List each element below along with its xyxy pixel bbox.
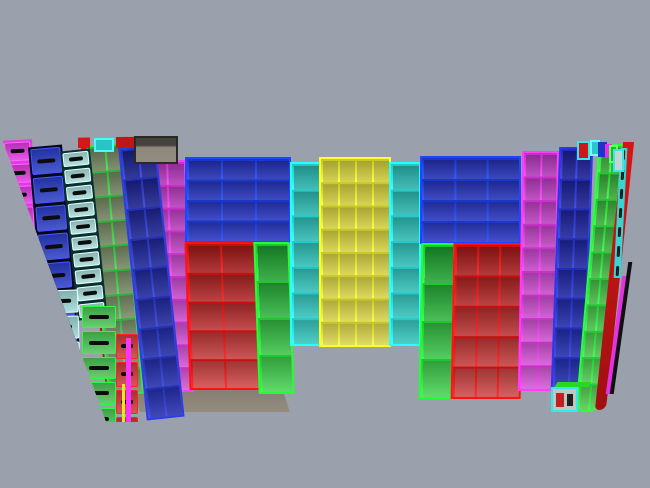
tab-bottom-right-red-mark[interactable]	[556, 393, 564, 407]
plate-band-cyan-labeled-chip[interactable]	[74, 268, 102, 285]
plate-label-mark	[54, 350, 74, 356]
plate-column-green-lower-chip[interactable]	[82, 356, 116, 380]
tab-red-top-right[interactable]	[577, 141, 590, 160]
stripe-magenta-lower-left[interactable]	[126, 338, 131, 422]
tab-blue-top-right[interactable]	[598, 142, 607, 157]
panel-column-cyan-right[interactable]	[389, 162, 421, 346]
plate-band-blue-labeled-chip[interactable]	[40, 261, 73, 290]
plate-label-mark	[15, 257, 31, 263]
plate-band-cyan-labeled-chip[interactable]	[67, 201, 95, 218]
plate-band-magenta-wedge-chip[interactable]	[4, 141, 32, 162]
plate-label-mark	[89, 391, 109, 396]
plate-label-mark	[78, 257, 95, 263]
plate-band-cyan-labeled-chip[interactable]	[64, 167, 92, 184]
plate-band-blue-labeled-chip[interactable]	[47, 347, 80, 376]
plate-column-cyan-lower-chip[interactable]	[47, 341, 81, 365]
plate-label-mark	[53, 324, 73, 330]
panel-section-blue-right[interactable]	[420, 156, 521, 244]
strip-cyan-dotted-right-chip[interactable]	[615, 265, 620, 276]
panel-section-red-left[interactable]	[184, 242, 261, 390]
plate-column-cyan-lower-chip[interactable]	[45, 289, 79, 314]
panel-column-green-right[interactable]	[418, 243, 456, 399]
plate-band-blue-labeled-chip[interactable]	[37, 232, 70, 261]
panel-section-blue-left[interactable]	[185, 157, 291, 243]
plate-label-mark	[68, 156, 84, 162]
plate-label-mark	[73, 206, 89, 213]
plate-label-mark	[89, 315, 109, 320]
plate-band-blue-labeled-chip[interactable]	[30, 146, 63, 175]
panel-column-green-left[interactable]	[253, 242, 295, 394]
plate-label-mark	[89, 416, 109, 421]
plate-column-cyan-lower-chip[interactable]	[49, 392, 83, 417]
plate-label-mark	[12, 192, 28, 198]
plate-column-green-lower-chip[interactable]	[82, 382, 116, 405]
plate-label-mark	[121, 428, 133, 432]
plate-label-mark	[77, 240, 93, 246]
plate-band-magenta-wedge-chip[interactable]	[5, 163, 33, 184]
plate-column-green-lower-chip[interactable]	[82, 331, 116, 354]
tab-bottom-right-dark-mark	[567, 394, 573, 406]
plate-band-cyan-labeled-chip[interactable]	[71, 234, 99, 252]
plate-label-mark	[14, 236, 30, 241]
plate-band-blue-labeled-chip[interactable]	[32, 175, 65, 204]
chip-cyan-top-left[interactable]	[94, 138, 114, 152]
tab-bottom-right[interactable]	[551, 387, 578, 412]
plate-band-blue-labeled-chip[interactable]	[35, 204, 68, 233]
plate-label-mark	[80, 273, 96, 280]
plate-label-mark	[47, 272, 66, 279]
strip-cyan-dotted-right-chip[interactable]	[619, 188, 624, 199]
tab-magenta-top-right[interactable]	[605, 144, 612, 158]
plate-column-cyan-lower-chip[interactable]	[46, 315, 80, 340]
panel-column-cyan-left[interactable]	[290, 162, 321, 346]
stripe-yellow-lower-left[interactable]	[122, 384, 125, 422]
plate-label-mark	[52, 330, 71, 336]
plate-band-cyan-labeled-chip[interactable]	[72, 251, 101, 269]
plate-label-mark	[82, 290, 98, 297]
plate-label-mark	[56, 402, 76, 407]
panel-section-red-right[interactable]	[450, 243, 524, 399]
panel-column-yellow-center[interactable]	[319, 157, 391, 347]
plate-label-mark	[71, 189, 88, 196]
strip-cyan-dotted-right-chip[interactable]	[617, 227, 622, 238]
plate-label-mark	[52, 299, 72, 304]
plate-column-green-lower-chip[interactable]	[82, 407, 116, 422]
plate-label-mark	[75, 223, 91, 229]
plate-band-cyan-labeled-chip[interactable]	[62, 150, 90, 168]
plate-band-magenta-wedge-chip[interactable]	[9, 250, 37, 271]
plate-label-mark	[42, 215, 61, 221]
plate-band-cyan-labeled-chip[interactable]	[65, 184, 94, 201]
plate-label-mark	[55, 358, 73, 365]
hull-left-cluster[interactable]	[2, 136, 188, 422]
plate-band-blue-labeled-chip[interactable]	[50, 376, 83, 405]
plate-label-mark	[70, 172, 86, 179]
plate-column-green-lower[interactable]	[80, 304, 118, 422]
plate-column-green-lower-chip[interactable]	[82, 306, 116, 329]
plate-band-cyan-labeled-chip[interactable]	[76, 285, 104, 302]
plate-label-mark	[39, 186, 58, 193]
plate-band-magenta-wedge-chip[interactable]	[7, 206, 35, 227]
plate-label-mark	[13, 214, 29, 220]
plate-label-mark	[11, 170, 27, 176]
strip-cyan-dotted-right-chip[interactable]	[618, 207, 623, 219]
plate-unpainted-gray-box[interactable]	[134, 136, 178, 164]
plate-band-cyan-labeled-chip[interactable]	[69, 217, 97, 235]
plate-band-magenta-wedge-chip[interactable]	[8, 228, 36, 249]
plate-label-mark	[10, 149, 26, 154]
plate-label-mark	[89, 366, 109, 371]
chip-red-top-left-a[interactable]	[78, 136, 90, 148]
plate-label-mark	[37, 158, 56, 164]
chip-red-top-left-b[interactable]	[116, 136, 134, 148]
plate-band-magenta-wedge-chip[interactable]	[6, 184, 34, 206]
plate-label-mark	[44, 244, 63, 250]
plate-label-mark	[55, 376, 75, 382]
plate-column-cyan-lower-chip[interactable]	[48, 366, 82, 391]
plate-label-mark	[57, 387, 76, 393]
tab-white-top-right[interactable]	[613, 149, 624, 172]
strip-cyan-dotted-right-chip[interactable]	[616, 246, 621, 257]
plate-label-mark	[89, 340, 109, 345]
plate-column-cyan-lower[interactable]	[44, 287, 85, 418]
